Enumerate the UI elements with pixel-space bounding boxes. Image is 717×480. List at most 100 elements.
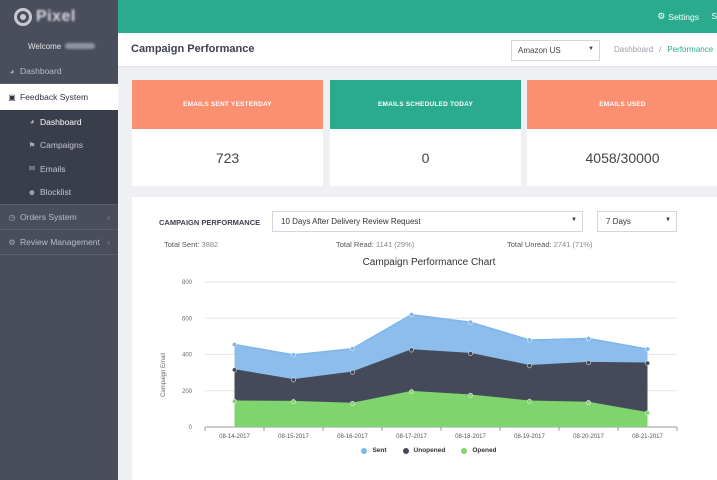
- x-tick-label: 08-17-2017: [396, 434, 427, 440]
- sidebar-item-review-management[interactable]: ⚙ Review Management ‹: [0, 230, 118, 254]
- submenu-item-campaigns[interactable]: ⚑ Campaigns: [0, 134, 118, 158]
- legend-label: Sent: [372, 447, 387, 454]
- sidebar-item-orders-system[interactable]: ◷ Orders System ‹: [0, 205, 118, 229]
- stat-card-emails-sent: EMAILS SENT YESTERDAY 723: [132, 80, 323, 186]
- data-point-opened: [291, 399, 296, 405]
- divider: [0, 254, 118, 255]
- divider: [0, 229, 118, 230]
- dashboard-icon: ◕: [29, 117, 35, 127]
- sidebar-item-label: Dashboard: [20, 66, 62, 76]
- submenu-item-blocklist[interactable]: ☻ Blocklist: [0, 181, 118, 205]
- sidebar-item-label: Review Management: [20, 237, 100, 247]
- divider: [0, 83, 118, 84]
- gear-icon: ⚙: [657, 11, 666, 21]
- sidebar-item-feedback-system[interactable]: ▣ Feedback System: [0, 84, 118, 110]
- stat-card-emails-scheduled: EMAILS SCHEDULED TODAY 0: [330, 80, 521, 186]
- data-point-unopened: [586, 360, 591, 366]
- stat-card-value: 0: [421, 149, 430, 166]
- x-tick-label: 08-15-2017: [278, 434, 309, 440]
- x-tick-label: 08-18-2017: [455, 434, 486, 440]
- topbar-menu-truncated[interactable]: S: [711, 11, 717, 21]
- submenu-item-label: Emails: [40, 163, 66, 174]
- legend-swatch: [402, 447, 409, 454]
- data-point-sent: [586, 336, 591, 342]
- period-select-value: 7 Days: [606, 217, 631, 226]
- data-point-opened: [468, 392, 473, 398]
- campaign-select[interactable]: 10 Days After Delivery Review Request ▼: [272, 211, 583, 232]
- series-line-sent: [234, 313, 648, 356]
- total-read-label: Total Read:: [336, 240, 374, 249]
- sidebar-item-label: Feedback System: [20, 92, 89, 102]
- envelope-icon: ✉: [28, 164, 36, 174]
- page-header: Campaign Performance Amazon US ▼ Dashboa…: [118, 33, 717, 67]
- caret-down-icon: ▼: [665, 217, 671, 223]
- legend-item-sent[interactable]: Sent: [361, 447, 387, 454]
- sidebar-item-dashboard[interactable]: ◕ Dashboard: [0, 59, 118, 83]
- data-point-unopened: [468, 351, 473, 357]
- stat-card-label: EMAILS SENT YESTERDAY: [132, 80, 323, 129]
- gear-icon: ⚙: [8, 237, 16, 247]
- user-block-icon: ☻: [27, 187, 37, 197]
- y-tick-label: 600: [182, 316, 193, 322]
- submenu-item-dashboard[interactable]: ◕ Dashboard: [0, 110, 118, 134]
- brand-name: Pixel: [36, 7, 76, 25]
- caret-down-icon: ▼: [588, 46, 594, 52]
- welcome-label: Welcome: [28, 41, 62, 51]
- y-tick-label: 0: [189, 425, 193, 431]
- chart-legend: Sent Unopened Opened: [132, 447, 717, 454]
- x-tick-label: 08-19-2017: [514, 434, 545, 440]
- chevron-left-icon: ‹: [107, 237, 110, 247]
- x-tick-label: 08-16-2017: [337, 434, 368, 440]
- y-tick-label: 800: [182, 280, 193, 286]
- data-point-unopened: [350, 369, 355, 375]
- submenu-item-label: Dashboard: [40, 116, 82, 127]
- clock-icon: ◷: [8, 212, 16, 222]
- series-line-unopened: [234, 349, 648, 381]
- period-select[interactable]: 7 Days ▼: [597, 211, 677, 232]
- data-point-sent: [409, 312, 414, 318]
- data-point-opened: [232, 398, 237, 404]
- store-select[interactable]: Amazon US ▼: [511, 40, 600, 61]
- data-point-sent: [645, 346, 650, 352]
- campaign-select-value: 10 Days After Delivery Review Request: [281, 217, 421, 226]
- breadcrumb-home-link[interactable]: Dashboard: [614, 45, 654, 54]
- total-sent-label: Total Sent:: [164, 240, 200, 249]
- data-point-sent: [350, 346, 355, 352]
- logo-icon: [14, 7, 32, 26]
- legend-swatch: [461, 447, 468, 454]
- x-tick-label: 08-21-2017: [632, 434, 663, 440]
- stat-card-value: 4058/30000: [585, 149, 660, 166]
- stat-card-value: 723: [215, 149, 240, 166]
- x-tick-label: 08-14-2017: [219, 434, 250, 440]
- legend-item-unopened[interactable]: Unopened: [402, 447, 445, 454]
- campaign-performance-panel: CAMPAIGN PERFORMANCE 10 Days After Deliv…: [132, 197, 717, 480]
- breadcrumb-current: Performance: [667, 45, 714, 54]
- data-point-sent: [291, 352, 296, 358]
- chart-title: Campaign Performance Chart: [362, 257, 496, 268]
- total-unread-value: 2741 (71%): [553, 240, 593, 249]
- y-tick-label: 400: [182, 353, 193, 359]
- brand-logo[interactable]: Pixel: [0, 0, 118, 33]
- total-unread: Total Unread: 2741 (71%): [507, 240, 592, 249]
- dashboard-icon: ◕: [9, 66, 15, 76]
- sidebar-item-label: Orders System: [20, 212, 77, 222]
- data-point-unopened: [527, 363, 532, 369]
- data-point-unopened: [409, 347, 414, 353]
- total-sent-value: 3882: [201, 240, 219, 249]
- total-read: Total Read: 1141 (29%): [336, 240, 414, 249]
- bullhorn-icon: ⚑: [28, 140, 36, 150]
- username-blurred: [65, 43, 96, 49]
- welcome-text: Welcome: [0, 33, 118, 59]
- settings-button[interactable]: ⚙ Settings: [657, 11, 699, 22]
- data-point-opened: [645, 410, 650, 416]
- data-point-opened: [527, 398, 532, 404]
- feedback-submenu: ◕ Dashboard ⚑ Campaigns ✉ Emails ☻ Block…: [0, 110, 118, 204]
- submenu-item-label: Blocklist: [40, 187, 72, 198]
- submenu-item-emails[interactable]: ✉ Emails: [0, 157, 118, 181]
- breadcrumb-separator: /: [659, 45, 662, 54]
- data-point-sent: [232, 342, 237, 347]
- caret-down-icon: ▼: [571, 217, 577, 223]
- legend-label: Opened: [472, 447, 497, 454]
- store-select-value: Amazon US: [518, 46, 561, 55]
- legend-item-opened[interactable]: Opened: [461, 447, 497, 454]
